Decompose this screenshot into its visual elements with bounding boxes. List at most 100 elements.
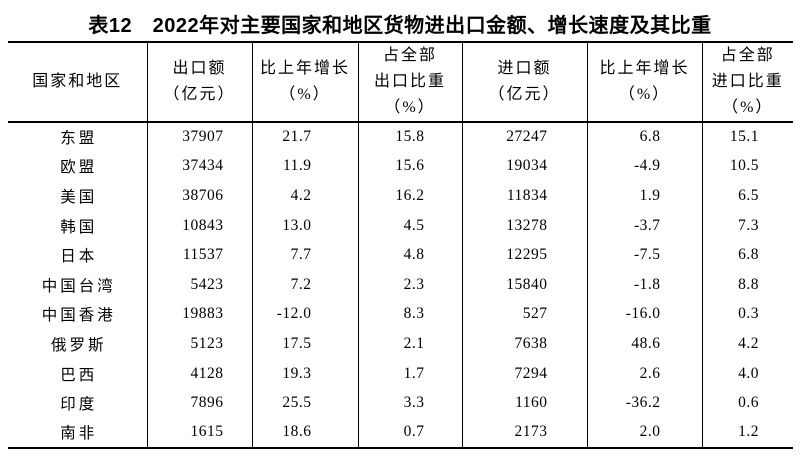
export-growth-cell: 7.7 [252,240,359,270]
trade-data-table: 国家和地区 出口额 （亿元） 比上年增长 （%） 占全部 出口比重 （%） 进口… [8,41,793,449]
export-share-cell: 2.1 [358,329,463,359]
region-cell: 欧盟 [8,151,148,182]
import-value-cell: 11834 [462,181,588,211]
export-value-cell: 10843 [147,210,253,241]
header-export-growth: 比上年增长 （%） [252,42,359,123]
export-share-cell: 3.3 [358,388,463,418]
import-growth-cell: -7.5 [587,240,703,270]
export-share-cell: 1.7 [358,358,463,389]
region-cell: 韩国 [8,210,148,241]
export-growth-cell: 21.7 [252,122,359,152]
import-growth-cell: -16.0 [587,299,703,330]
import-growth-cell: 2.6 [587,358,703,389]
export-growth-cell: 13.0 [252,210,359,241]
header-line: 出口比重 [373,73,446,90]
table-row: 中国台湾 5423 7.2 2.3 15840 -1.8 8.8 [8,269,793,300]
export-value-cell: 37907 [147,122,253,152]
header-line: 国家和地区 [32,73,123,90]
import-share-cell: 10.5 [729,157,759,175]
header-row: 国家和地区 出口额 （亿元） 比上年增长 （%） 占全部 出口比重 （%） 进口… [8,42,793,123]
export-share-cell: 15.8 [358,122,463,152]
table-row: 南非 1615 18.6 0.7 2173 2.0 1.2 [8,417,793,448]
header-line: 比上年增长 [599,60,690,77]
header-line: 进口比重 [711,73,784,90]
export-share-cell: 16.2 [358,181,463,211]
region-cell: 俄罗斯 [8,329,148,359]
header-line: （%） [618,86,671,103]
import-value-cell: 7294 [462,358,588,389]
import-growth-cell: 48.6 [587,329,703,359]
table-row: 中国香港 19883 -12.0 8.3 527 -16.0 0.3 [8,299,793,330]
import-growth-cell: -36.2 [587,388,703,418]
import-share-cell: 4.0 [738,364,759,382]
import-share-cell: 15.1 [729,128,759,146]
import-share-cell: 0.3 [738,305,759,323]
table-title: 表12 2022年对主要国家和地区货物进出口金额、增长速度及其比重 [88,15,712,37]
table-row: 美国 38706 4.2 16.2 11834 1.9 6.5 [8,181,793,211]
import-value-cell: 7638 [462,329,588,359]
table-row: 日本 11537 7.7 4.8 12295 -7.5 6.8 [8,240,793,270]
import-value-cell: 19034 [462,151,588,182]
header-line: （%） [279,86,331,103]
export-value-cell: 1615 [147,417,253,448]
header-line: 比上年增长 [259,60,350,77]
export-share-cell: 4.5 [358,210,463,241]
export-value-cell: 4128 [147,358,253,389]
export-value-cell: 19883 [147,299,253,330]
region-cell: 东盟 [8,122,148,152]
export-growth-cell: 19.3 [252,358,359,389]
import-growth-cell: -3.7 [587,210,703,241]
header-line: 进口额 [497,60,552,77]
header-import-value: 进口额 （亿元） [462,42,588,123]
export-growth-cell: 7.2 [252,269,359,300]
export-value-cell: 37434 [147,151,253,182]
header-line: 出口额 [172,60,227,77]
table-row: 欧盟 37434 11.9 15.6 19034 -4.9 10.5 [8,151,793,182]
import-value-cell: 12295 [462,240,588,270]
export-growth-cell: -12.0 [252,299,359,330]
export-share-cell: 2.3 [358,269,463,300]
export-share-cell: 15.6 [358,151,463,182]
export-value-cell: 7896 [147,388,253,418]
table-row: 东盟 37907 21.7 15.8 27247 6.8 15.1 [8,122,793,152]
table-row: 俄罗斯 5123 17.5 2.1 7638 48.6 4.2 [8,329,793,359]
header-line: （%） [384,99,436,116]
header-export-share: 占全部 出口比重 （%） [358,42,463,123]
import-growth-cell: 6.8 [587,122,703,152]
import-share-cell: 6.5 [738,186,759,204]
header-region: 国家和地区 [8,42,148,123]
region-cell: 美国 [8,181,148,211]
export-value-cell: 11537 [147,240,253,270]
header-export-value: 出口额 （亿元） [147,42,253,123]
region-cell: 中国香港 [8,299,148,330]
import-growth-cell: 1.9 [587,181,703,211]
import-share-cell: 6.8 [738,246,759,264]
table-row: 印度 7896 25.5 3.3 1160 -36.2 0.6 [8,388,793,418]
import-share-cell: 1.2 [738,423,759,441]
export-growth-cell: 17.5 [252,329,359,359]
header-line: 占全部 [720,47,775,64]
import-growth-cell: -1.8 [587,269,703,300]
import-value-cell: 15840 [462,269,588,300]
export-value-cell: 38706 [147,181,253,211]
export-value-cell: 5423 [147,269,253,300]
import-value-cell: 27247 [462,122,588,152]
export-growth-cell: 11.9 [252,151,359,182]
export-share-cell: 8.3 [358,299,463,330]
export-growth-cell: 4.2 [252,181,359,211]
import-value-cell: 1160 [462,388,588,418]
region-cell: 南非 [8,417,148,448]
import-value-cell: 2173 [462,417,588,448]
import-growth-cell: 2.0 [587,417,703,448]
export-growth-cell: 18.6 [252,417,359,448]
table-row: 韩国 10843 13.0 4.5 13278 -3.7 7.3 [8,210,793,241]
export-value-cell: 5123 [147,329,253,359]
export-share-cell: 0.7 [358,417,463,448]
header-line: （亿元） [488,86,561,103]
region-cell: 巴西 [8,358,148,389]
header-import-share: 占全部 进口比重 （%） [702,42,793,123]
export-share-cell: 4.8 [358,240,463,270]
import-share-cell: 4.2 [738,334,759,352]
header-line: （亿元） [163,86,236,103]
